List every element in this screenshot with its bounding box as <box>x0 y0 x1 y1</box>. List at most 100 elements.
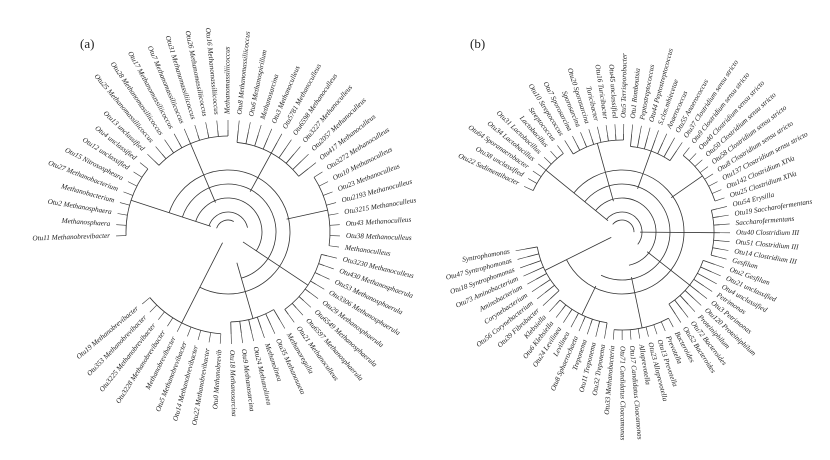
tip-label: Otu9 Methanosarcina <box>240 348 256 412</box>
branch <box>663 146 671 158</box>
branch <box>245 131 249 144</box>
clade-stem <box>242 241 309 286</box>
tip-branch <box>183 128 189 139</box>
branch <box>540 279 551 287</box>
branch <box>197 134 200 141</box>
tip-label: Saccharofermentans <box>735 215 794 227</box>
panel-a-label: (a) <box>80 36 94 51</box>
tip-branch <box>668 318 674 328</box>
branch <box>207 131 210 139</box>
tip-branch <box>586 324 591 335</box>
branch <box>187 137 191 144</box>
branch <box>713 239 720 242</box>
clade-stem <box>249 152 272 192</box>
internal-arc <box>182 183 277 279</box>
tip-branch <box>528 178 538 184</box>
branch <box>292 160 302 170</box>
tip-branch <box>142 297 151 305</box>
tip-branch <box>681 309 689 318</box>
tip-branch <box>270 324 276 334</box>
clade-stem <box>130 199 212 227</box>
tip-branch <box>604 328 607 339</box>
tip-branch <box>176 322 182 332</box>
branch <box>154 160 160 166</box>
tip-branch <box>595 326 599 337</box>
tip-branch <box>197 330 202 341</box>
tip-branch <box>216 120 219 131</box>
tip-branch <box>123 191 133 196</box>
tip-branch <box>324 265 334 270</box>
branch <box>256 316 262 329</box>
branch <box>597 321 601 328</box>
tip-branch <box>549 304 557 313</box>
branch <box>591 138 595 145</box>
branch <box>712 247 719 250</box>
tip-branch <box>127 181 138 187</box>
panel-b-label: (b) <box>470 36 485 51</box>
branch <box>650 139 656 152</box>
tip-branch <box>682 147 690 156</box>
tip-branch <box>718 248 729 251</box>
branch <box>236 130 239 143</box>
branch <box>711 208 718 211</box>
clade-arc <box>149 297 221 335</box>
branch <box>239 321 242 334</box>
branch <box>529 260 542 265</box>
tip-label: Otu40 Clostridium III <box>736 229 800 237</box>
internal-arc <box>584 183 671 281</box>
tip-branch <box>117 213 128 216</box>
tip-branch <box>164 139 171 149</box>
tip-branch <box>714 264 725 268</box>
branch <box>555 299 561 305</box>
tip-branch <box>257 124 262 135</box>
internal-arc <box>216 219 234 229</box>
tip-branch <box>307 162 317 170</box>
panel-a-branches: Otu11 Methanobrevibacter Methanosphaera Ot… <box>32 27 417 426</box>
tip-label: Otu71 Candidatus Cloacamonas <box>618 346 626 440</box>
branch <box>576 144 581 151</box>
branch <box>700 266 712 273</box>
tip-branch <box>267 128 273 139</box>
internal-arc <box>208 211 248 228</box>
clade-arc <box>158 135 229 166</box>
tip-branch <box>517 256 528 260</box>
branch <box>248 319 252 332</box>
tip-branch <box>173 133 180 143</box>
tip-branch <box>717 206 728 210</box>
tip-branch <box>208 332 212 343</box>
branch <box>278 147 287 159</box>
tip-branch <box>542 298 551 306</box>
tip-branch <box>557 145 564 154</box>
tip-branch <box>555 309 563 318</box>
tip-branch <box>550 150 558 159</box>
internal-arc <box>195 197 263 252</box>
internal-arc <box>566 169 685 295</box>
tip-branch <box>543 156 552 165</box>
branch <box>284 309 289 315</box>
tip-branch <box>313 171 323 178</box>
tip-branch <box>707 278 717 285</box>
tip-branch <box>689 153 697 161</box>
tip-branch <box>676 142 683 151</box>
tip-branch <box>167 317 174 327</box>
tip-branch <box>605 125 608 136</box>
tip-branch <box>654 130 659 140</box>
tip-branch <box>329 245 340 248</box>
branch <box>668 303 676 315</box>
clade-stem <box>545 169 609 221</box>
tip-branch <box>687 304 696 312</box>
tip-branch <box>660 321 666 332</box>
tip-branch <box>647 127 651 138</box>
tip-branch <box>578 321 584 332</box>
branch <box>304 288 311 293</box>
tip-branch <box>532 170 542 177</box>
tip-branch <box>537 292 546 300</box>
branch <box>298 168 309 177</box>
branch <box>575 312 579 319</box>
branch <box>265 313 272 325</box>
tip-branch <box>588 129 593 139</box>
branch <box>590 318 593 325</box>
branch <box>703 260 715 265</box>
branch <box>291 303 297 309</box>
tip-branch <box>139 162 149 170</box>
